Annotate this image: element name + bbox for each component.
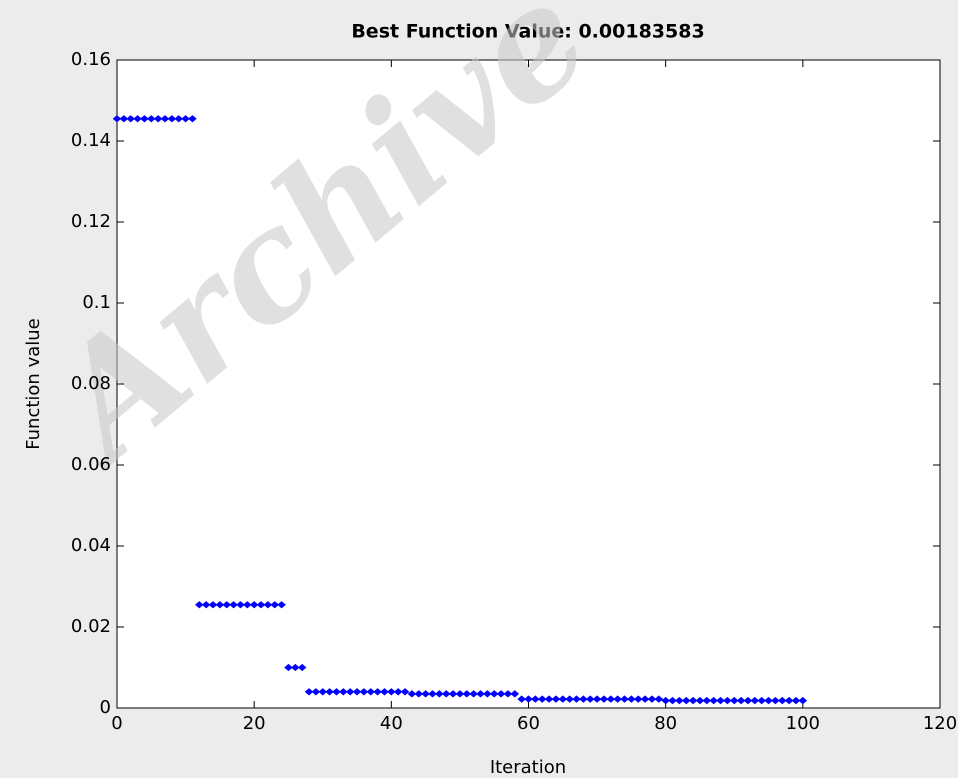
x-tick-label: 0 xyxy=(111,713,122,734)
x-axis-label: Iteration xyxy=(490,757,566,778)
y-tick-label: 0.08 xyxy=(71,373,111,394)
x-tick-label: 20 xyxy=(243,713,266,734)
x-tick-label: 120 xyxy=(923,713,957,734)
y-tick-label: 0.06 xyxy=(71,454,111,475)
point xyxy=(798,696,808,705)
y-tick-label: 0.14 xyxy=(71,130,111,151)
x-tick-label: 60 xyxy=(517,713,540,734)
y-tick-label: 0.12 xyxy=(71,211,111,232)
point xyxy=(277,601,286,609)
y-tick-label: 0.04 xyxy=(71,535,111,556)
plot-area xyxy=(116,59,941,709)
x-tick-label: 40 xyxy=(380,713,403,734)
point xyxy=(188,115,197,123)
point xyxy=(510,690,520,698)
chart-title: Best Function Value: 0.00183583 xyxy=(351,21,704,43)
x-tick-label: 100 xyxy=(786,713,820,734)
point xyxy=(654,695,664,703)
y-tick-label: 0.1 xyxy=(82,292,111,313)
x-tick-label: 80 xyxy=(654,713,677,734)
point xyxy=(400,688,410,696)
point xyxy=(297,663,307,672)
y-axis-label: Function value xyxy=(23,318,44,449)
y-tick-label: 0.16 xyxy=(71,49,111,70)
y-tick-label: 0 xyxy=(100,697,111,718)
y-tick-label: 0.02 xyxy=(71,616,111,637)
